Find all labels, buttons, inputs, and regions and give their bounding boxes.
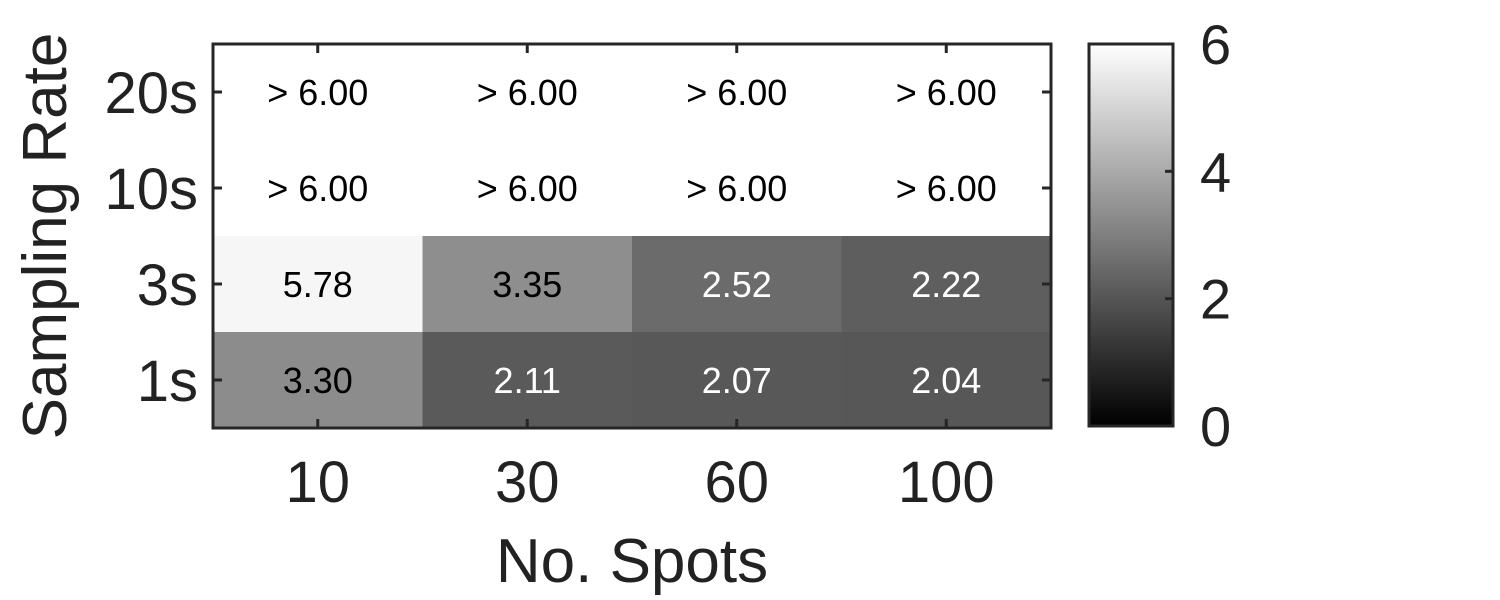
x-tick-labels: 10 30 60 100 [285, 450, 994, 515]
cell-value-label: 2.22 [911, 264, 981, 305]
heatmap-cell [632, 140, 842, 237]
heatmap-cell [841, 44, 1052, 141]
cell-value-label: > 6.00 [267, 72, 368, 113]
y-tick-label: 20s [104, 61, 198, 126]
cell-value-label: 2.11 [494, 360, 561, 401]
cell-value-label: > 6.00 [267, 168, 368, 209]
colorbar-ticks: 0 2 4 6 [1165, 13, 1231, 458]
cell-value-label: 3.30 [283, 360, 353, 401]
heatmap-cell [841, 236, 1052, 333]
colorbar-tick-label: 6 [1200, 13, 1231, 76]
cell-value-label: 2.07 [702, 360, 772, 401]
y-tick-label: 1s [137, 349, 198, 414]
heatmap-cell [422, 236, 633, 333]
cell-value-label: > 6.00 [686, 72, 787, 113]
cell-value-label: > 6.00 [896, 168, 997, 209]
colorbar [1087, 42, 1175, 428]
cell-value-label: 2.52 [702, 264, 772, 305]
cell-value-label: > 6.00 [477, 72, 578, 113]
y-tick-labels: 20s 10s 3s 1s [104, 61, 198, 414]
colorbar-tick-label: 2 [1200, 268, 1231, 331]
heatmap-cells [213, 44, 1052, 429]
heatmap-cell [422, 140, 633, 237]
heatmap-cell [213, 236, 423, 333]
x-tick-label: 10 [285, 450, 350, 515]
cell-value-label: > 6.00 [686, 168, 787, 209]
cell-value-label: 3.35 [492, 264, 562, 305]
cell-value-label: 2.04 [911, 360, 981, 401]
heatmap-cell [213, 140, 423, 237]
heatmap-cell [632, 44, 842, 141]
x-tick-label: 30 [495, 450, 560, 515]
colorbar-tick-label: 0 [1200, 395, 1231, 458]
cell-value-label: 5.78 [283, 264, 353, 305]
heatmap-cell [841, 140, 1052, 237]
heatmap-cell [213, 332, 423, 429]
heatmap-cell [632, 236, 842, 333]
colorbar-tick-label: 4 [1200, 140, 1231, 203]
y-tick-label: 3s [137, 253, 198, 318]
x-axis-label: No. Spots [496, 527, 768, 596]
heatmap-cell [422, 332, 633, 429]
y-axis-label: Sampling Rate [11, 33, 80, 440]
cell-value-label: > 6.00 [896, 72, 997, 113]
heatmap-cell [213, 44, 423, 141]
heatmap-cell-labels: > 6.00 > 6.00 > 6.00 > 6.00 > 6.00 > 6.00 > 6.… [267, 72, 997, 401]
heatmap-cell [422, 44, 633, 141]
cell-value-label: > 6.00 [477, 168, 578, 209]
heatmap-cell [632, 332, 842, 429]
plot-frame [211, 42, 1053, 430]
y-tick-label: 10s [104, 157, 198, 222]
x-tick-label: 100 [898, 450, 995, 515]
x-tick-label: 60 [704, 450, 769, 515]
heatmap-cell [841, 332, 1052, 429]
